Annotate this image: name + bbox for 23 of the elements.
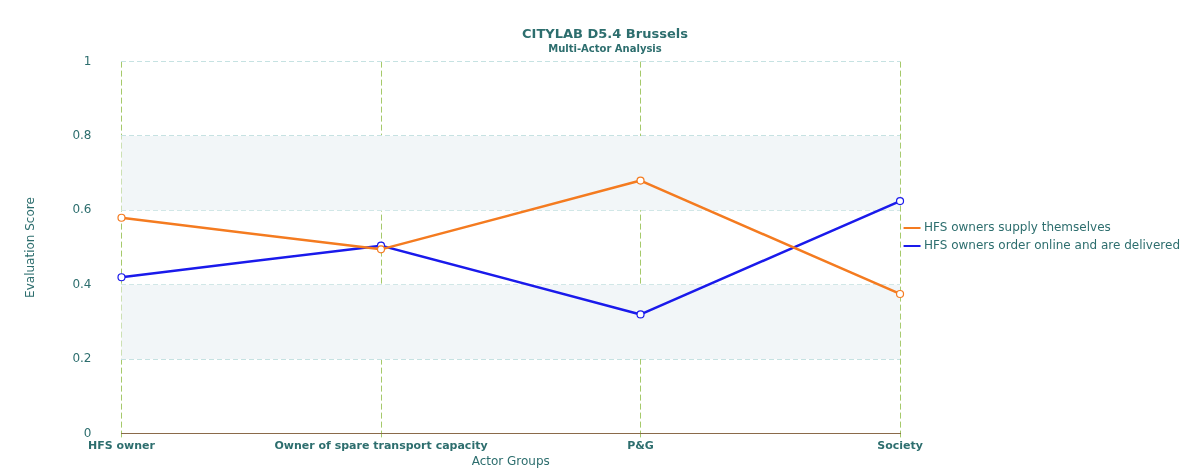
x-tick-label: HFS owner — [88, 438, 156, 452]
y-tick-label: 0 — [83, 425, 92, 440]
point — [636, 310, 645, 319]
legend-label: HFS owners supply themselves — [924, 220, 1111, 235]
chart-subtitle: Multi-Actor Analysis — [548, 43, 662, 55]
y-tick-label: 0.2 — [72, 351, 92, 366]
point — [376, 245, 386, 254]
point — [636, 176, 645, 185]
point — [117, 273, 126, 282]
chart-title: CITYLAB D5.4 Brussels — [522, 26, 689, 42]
legend-label: HFS owners order online and are delivered — [924, 238, 1181, 253]
y-tick-label: 0.4 — [72, 276, 92, 291]
y-tick-label: 1 — [83, 53, 92, 68]
point — [117, 213, 126, 222]
x-axis-title: Actor Groups — [471, 453, 550, 468]
y-tick-label: 0.8 — [72, 128, 92, 143]
x-tick-label: Owner of spare transport capacity — [274, 438, 488, 452]
point — [895, 289, 905, 299]
x-tick-label: P&G — [627, 438, 654, 452]
x-tick-label: Society — [877, 438, 923, 452]
y-tick-label: 0.6 — [72, 202, 92, 217]
point — [895, 196, 905, 206]
y-axis-title: Evaluation Score — [23, 197, 38, 298]
